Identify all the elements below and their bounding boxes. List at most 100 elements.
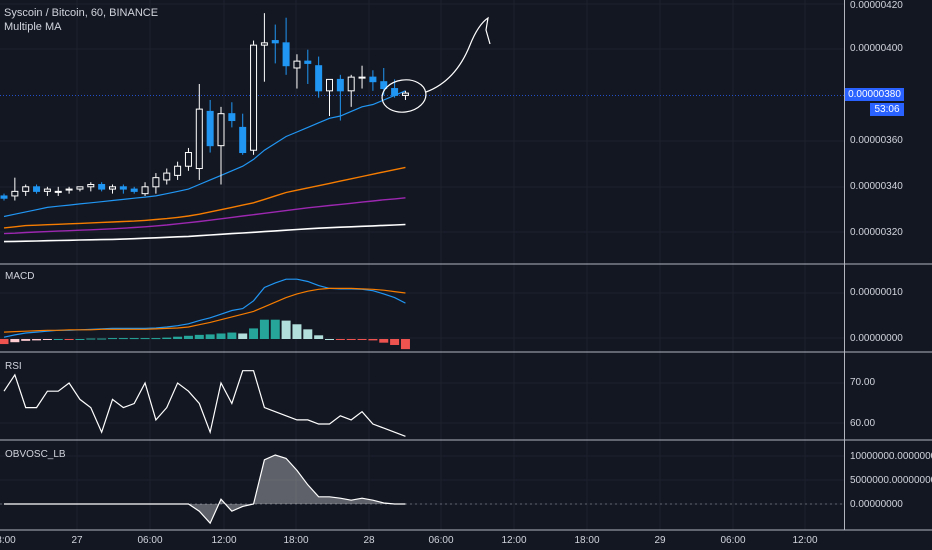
macd-histogram-bar bbox=[97, 338, 107, 340]
time-axis-label: 12:00 bbox=[792, 535, 818, 546]
candle-body bbox=[358, 76, 366, 79]
candle-body bbox=[98, 184, 106, 190]
candle-body bbox=[239, 126, 247, 154]
macd-histogram-bar bbox=[270, 319, 280, 339]
macd-axis-label: 0.00000000 bbox=[850, 333, 903, 344]
bar-countdown-tag: 53:06 bbox=[870, 103, 904, 116]
macd-histogram-bar bbox=[379, 339, 389, 343]
macd-histogram-bar bbox=[368, 339, 378, 341]
macd-histogram-bar bbox=[292, 324, 302, 339]
candle-body bbox=[33, 186, 41, 192]
candle-body bbox=[152, 177, 160, 188]
time-axis-label: 06:00 bbox=[428, 535, 454, 546]
candle-body bbox=[0, 195, 8, 199]
candle-body bbox=[217, 113, 225, 147]
macd-histogram-bar bbox=[303, 329, 313, 339]
candle-body bbox=[228, 113, 236, 122]
macd-histogram-bar bbox=[10, 339, 20, 343]
obv-pane-title[interactable]: OBVOSC_LB bbox=[5, 449, 66, 460]
candles bbox=[0, 13, 409, 201]
macd-histogram-bar bbox=[400, 339, 410, 350]
user-drawings[interactable] bbox=[380, 16, 491, 115]
macd-histogram-bar bbox=[216, 333, 226, 339]
candle-body bbox=[76, 186, 84, 190]
candle-body bbox=[282, 42, 290, 67]
macd-histogram-bar bbox=[390, 339, 400, 345]
macd-histogram-bar bbox=[346, 339, 356, 340]
candle-body bbox=[250, 44, 258, 151]
current-price-tag: 0.00000380 bbox=[845, 88, 904, 101]
macd-histogram-bar bbox=[86, 338, 96, 340]
macd-axis-label: 0.00000010 bbox=[850, 287, 903, 298]
price-pane[interactable] bbox=[0, 13, 844, 243]
arrow-drawing bbox=[425, 16, 491, 93]
candle-body bbox=[293, 60, 301, 69]
candle-body bbox=[380, 81, 388, 90]
macd-histogram-bar bbox=[32, 339, 42, 341]
macd-histogram-bar bbox=[325, 339, 334, 340]
ma-long-line bbox=[3, 223, 406, 243]
moving-average-lines bbox=[3, 90, 406, 243]
price-axis-label: 0.00000320 bbox=[850, 227, 903, 238]
macd-histogram-bar bbox=[118, 338, 128, 340]
candle-body bbox=[315, 65, 323, 92]
rsi-pane-title[interactable]: RSI bbox=[5, 361, 22, 372]
macd-histogram-bar bbox=[259, 319, 269, 339]
candle-body bbox=[43, 188, 51, 192]
macd-histogram-bar bbox=[151, 338, 161, 340]
macd-histogram-bar bbox=[249, 328, 259, 339]
macd-histogram-bar bbox=[64, 339, 74, 340]
macd-histogram-bar bbox=[162, 337, 172, 339]
candle-body bbox=[184, 152, 192, 167]
candle-body bbox=[174, 165, 182, 176]
candle-body bbox=[119, 186, 127, 190]
time-axis-label: 12:00 bbox=[501, 535, 527, 546]
time-axis-label: 18:00 bbox=[283, 535, 309, 546]
pane-dividers[interactable] bbox=[0, 0, 932, 531]
macd-histogram-bar bbox=[75, 339, 85, 340]
candle-body bbox=[22, 186, 30, 192]
obv-oscillator-pane[interactable] bbox=[0, 454, 844, 525]
time-axis-label: 18:00 bbox=[574, 535, 600, 546]
signal-line bbox=[3, 287, 406, 333]
candle-body bbox=[141, 186, 149, 195]
macd-histogram-bar bbox=[183, 335, 193, 339]
candle-body bbox=[336, 78, 344, 92]
obv-axis-label: 0.00000000 bbox=[850, 499, 903, 510]
macd-histogram-bar bbox=[238, 333, 248, 339]
macd-histogram-bar bbox=[21, 339, 31, 341]
candle-body bbox=[391, 88, 399, 96]
candle-body bbox=[130, 188, 138, 192]
ma-fast-line bbox=[3, 90, 406, 218]
symbol-title[interactable]: Syscoin / Bitcoin, 60, BINANCE bbox=[4, 7, 159, 19]
time-axis-label: 27 bbox=[71, 535, 83, 546]
macd-pane[interactable] bbox=[0, 278, 410, 350]
macd-histogram-bar bbox=[129, 338, 139, 340]
price-axis-label: 0.00000360 bbox=[850, 135, 903, 146]
obv-oscillator-line bbox=[4, 454, 406, 525]
rsi-pane[interactable] bbox=[3, 370, 406, 437]
macd-histogram-bar bbox=[357, 339, 367, 340]
time-axis-label: 06:00 bbox=[720, 535, 746, 546]
candle-body bbox=[271, 40, 279, 44]
circle-drawing bbox=[381, 79, 427, 113]
time-axis-label: 28 bbox=[363, 535, 375, 546]
candle-body bbox=[369, 76, 377, 83]
candle-body bbox=[304, 60, 312, 64]
obv-axis-label: 10000000.00000000 bbox=[850, 451, 932, 462]
indicator-title[interactable]: Multiple MA bbox=[4, 21, 62, 33]
price-axis-label: 0.00000340 bbox=[850, 181, 903, 192]
macd-histogram-bar bbox=[194, 334, 204, 339]
macd-histogram-bar bbox=[335, 339, 345, 340]
time-axis-label: 06:00 bbox=[137, 535, 163, 546]
candle-body bbox=[163, 172, 171, 181]
price-axis-label: 0.00000420 bbox=[850, 0, 903, 11]
macd-histogram-bar bbox=[281, 320, 291, 339]
price-axis-label: 0.00000400 bbox=[850, 43, 903, 54]
time-axis-label: 3:00 bbox=[0, 535, 16, 546]
rsi-axis-label: 70.00 bbox=[850, 377, 876, 388]
macd-histogram-bar bbox=[53, 339, 63, 340]
macd-pane-title[interactable]: MACD bbox=[5, 271, 35, 282]
candle-body bbox=[54, 190, 62, 193]
